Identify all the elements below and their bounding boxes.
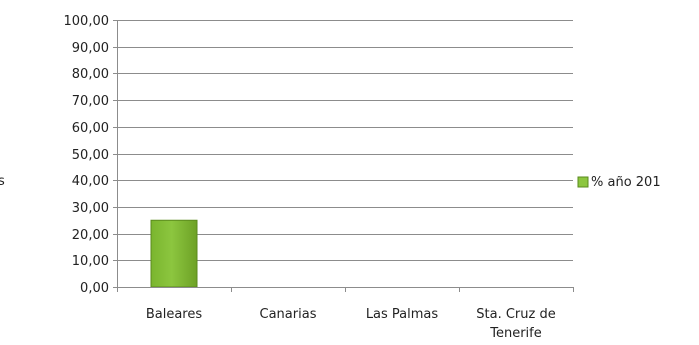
x-axis-labels: Baleares Canarias Las Palmas Sta. Cruz de Te… [146,307,556,341]
legend-swatch [577,176,589,188]
bar-baleares [150,219,198,288]
y-tick-label: 30,00 [72,201,109,216]
legend: % año 201 [577,175,661,190]
y-tick-label: 50,00 [72,148,109,163]
y-tick-label: 100,00 [64,14,110,29]
y-tick-label: 0,00 [80,281,109,296]
legend-label: % año 201 [591,175,661,190]
x-axis [117,20,574,292]
y-axis-label: s [0,174,5,189]
y-tick-label: 10,00 [72,254,109,269]
x-tick-label: Sta. Cruz de [476,307,555,322]
y-axis-ticks: 0,00 10,00 20,00 30,00 40,00 50,00 60,00 70,00 8… [64,14,117,296]
x-tick-label: Las Palmas [366,307,439,322]
y-tick-label: 40,00 [72,174,109,189]
y-tick-label: 90,00 [72,41,109,56]
x-tick-label: Tenerife [489,326,542,341]
y-tick-label: 80,00 [72,67,109,82]
y-tick-label: 60,00 [72,121,109,136]
x-tick-label: Canarias [260,307,317,322]
y-tick-label: 70,00 [72,94,109,109]
y-tick-label: 20,00 [72,228,109,243]
x-tick-label: Baleares [146,307,203,322]
bars [150,219,198,288]
